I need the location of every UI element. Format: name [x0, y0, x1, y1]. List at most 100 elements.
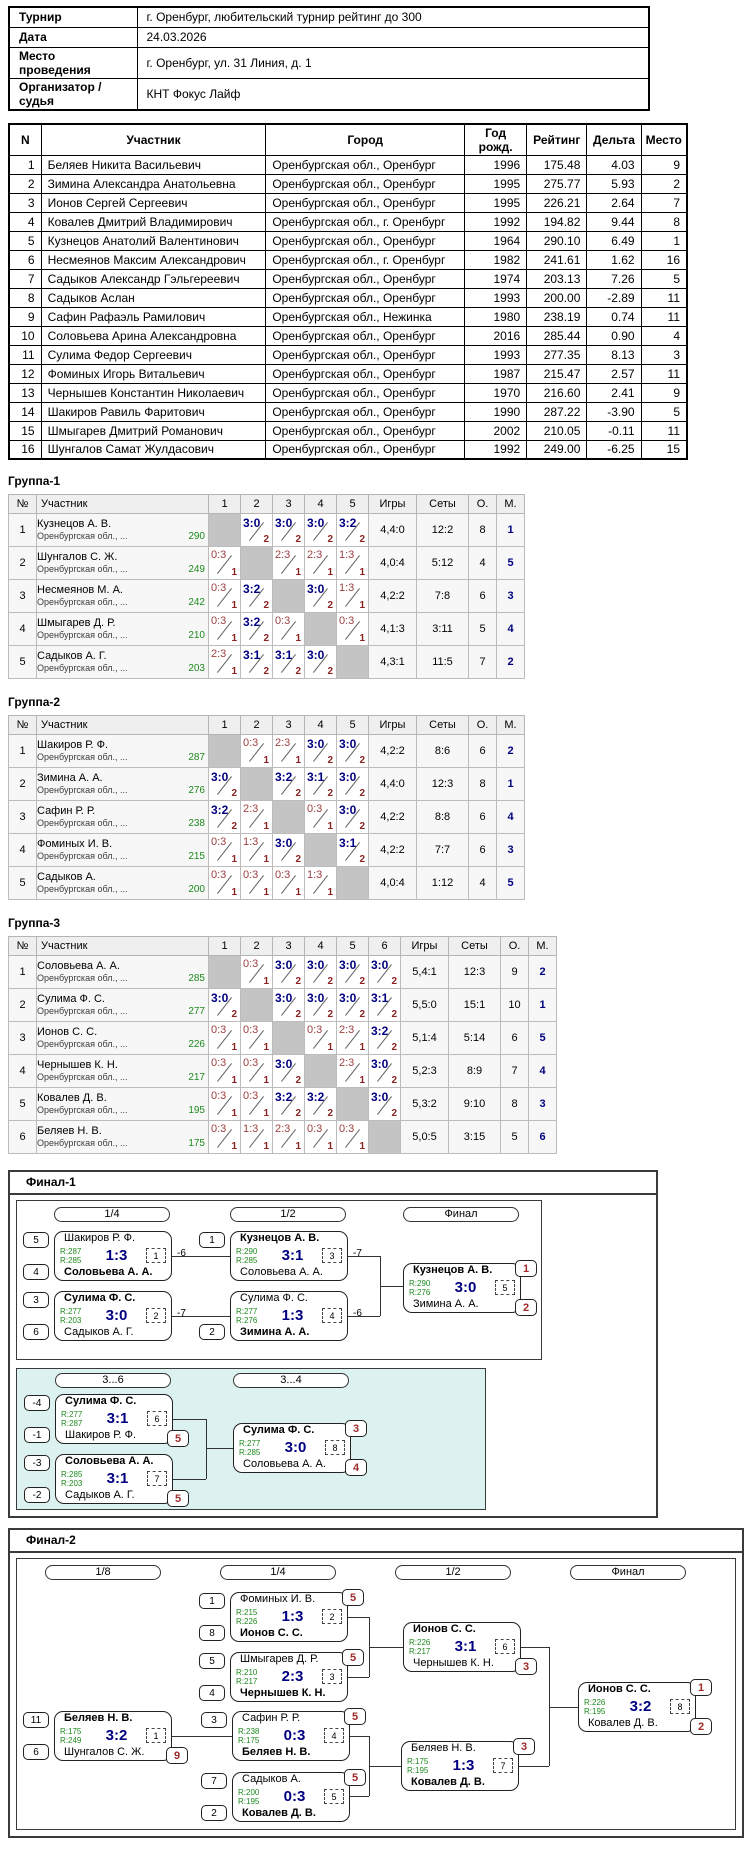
group-player-cell: Несмеянов М. А. Оренбургская обл., ... 242: [36, 579, 209, 613]
group-score-cell: 3:2 2: [304, 1087, 337, 1121]
place-badge: 5: [344, 1769, 366, 1786]
seed-box: 2: [201, 1805, 227, 1821]
match-score: 0:3: [211, 549, 227, 561]
participant-cell: 5: [8, 230, 42, 251]
participant-cell: Несмеянов Максим Александрович: [40, 249, 267, 270]
group-player-number: 2: [8, 546, 37, 580]
player1-name: Ионов С. С.: [588, 1683, 651, 1695]
participant-cell: 1995: [463, 173, 528, 194]
group-col-opponent: 4: [304, 494, 337, 514]
match-score: 0:3: [211, 615, 227, 627]
participant-cell: 2.64: [586, 192, 642, 213]
participant-row: 7 Садыков Александр Гэльгереевич Оренбургс…: [8, 268, 688, 289]
match-score: 3:0: [371, 1090, 389, 1104]
group-player-number: 1: [8, 734, 37, 768]
group-sets: 12:3: [416, 767, 469, 801]
participant-cell: Шмыгарев Дмитрий Романович: [40, 420, 267, 441]
group-score-cell: 3:1 2: [368, 988, 401, 1022]
match-number: 3: [322, 1248, 342, 1263]
final-2-body: 1/8 1/4 1/2 Финал Беляев Н. В. R:175 R:249 3:2 1…: [10, 1553, 742, 1836]
group-col-opponent: 5: [336, 936, 369, 956]
group-score-cell: 2:3 1: [336, 1054, 369, 1088]
match-card: Шакиров Р. Ф. R:287 R:285 1:3 1 Соловьева А. …: [54, 1231, 172, 1281]
bracket-connector: [549, 1707, 578, 1708]
group-player-rating: 242: [188, 597, 205, 608]
group-player-cell: Ионов С. С. Оренбургская обл., ... 226: [36, 1021, 209, 1055]
info-label-venue: Место проведения: [8, 46, 138, 79]
group-player-name: Шмыгарев Д. Р.: [37, 617, 116, 629]
participant-cell: Чернышев Константин Николаевич: [40, 382, 267, 403]
match-points: 1: [231, 666, 237, 677]
group-score-cell: 3:0 2: [336, 734, 369, 768]
group-games: 4,2:2: [368, 579, 417, 613]
group-games: 4,4:0: [368, 767, 417, 801]
round-label: 3...4: [233, 1373, 349, 1388]
player2-name: Беляев Н. В.: [242, 1746, 311, 1758]
seed-box: 7: [201, 1773, 227, 1789]
match-score: 0:3: [307, 1123, 323, 1135]
match-score: 2:3: [339, 1024, 355, 1036]
participant-cell: Оренбургская обл., Оренбург: [265, 363, 465, 384]
group-score-cell: 0:3 1: [208, 833, 241, 867]
final-1-section: Финал-1 1/4 1/2 Финал Шакиров Р. Ф. R:287 R:2…: [8, 1170, 658, 1518]
rating-delta: -6: [353, 1308, 362, 1319]
round-label: 1/2: [395, 1565, 511, 1580]
group-place: 1: [496, 513, 525, 547]
participant-cell: Оренбургская обл., Оренбург: [265, 325, 465, 346]
seed-box: 1: [199, 1232, 225, 1248]
player2-rating: R:203: [61, 1478, 83, 1488]
group-score-cell: 3:2 2: [208, 800, 241, 834]
group-score-total: 8: [468, 513, 497, 547]
group-games: 4,2:2: [368, 734, 417, 768]
match-number: 2: [146, 1308, 166, 1323]
group-games: 4,0:4: [368, 546, 417, 580]
participant-cell: 12: [8, 363, 42, 384]
group-score-cell: 3:0 2: [336, 988, 369, 1022]
group-col-opponent: 1: [208, 936, 241, 956]
match-points: 1: [295, 633, 301, 644]
group-place: 3: [496, 579, 525, 613]
group-player-rating: 203: [188, 663, 205, 674]
group-row: 1 Кузнецов А. В. Оренбургская обл., ... 290…: [8, 513, 525, 547]
group-sets: 9:10: [448, 1087, 501, 1121]
group-self-cell: [208, 955, 241, 989]
match-middle: R:277 R:203 3:0 2: [55, 1305, 171, 1326]
group-score-cell: 3:2 2: [368, 1021, 401, 1055]
participant-cell: Оренбургская обл., Оренбург: [265, 344, 465, 365]
ratings-column: R:277 R:285: [234, 1439, 266, 1457]
participant-cell: 241.61: [526, 249, 588, 270]
player2-name: Ковалев Д. В.: [242, 1807, 316, 1819]
bracket-connector: [348, 1677, 369, 1678]
participant-cell: Оренбургская обл., Оренбург: [265, 268, 465, 289]
player2-name: Зимина А. А.: [240, 1326, 310, 1338]
final-1-title: Финал-1: [10, 1172, 656, 1195]
match-points: 1: [327, 821, 333, 832]
seed-box: 4: [199, 1685, 225, 1701]
group-score-cell: 3:1 2: [304, 767, 337, 801]
participant-cell: 9: [8, 306, 42, 327]
group-player-name: Шунгалов С. Ж.: [37, 551, 118, 563]
match-score: 3:1: [106, 1469, 129, 1487]
match-score: 2:3: [281, 1667, 304, 1685]
col-header-n: N: [8, 123, 42, 156]
group-col-opponent: 6: [368, 936, 401, 956]
bracket-connector: [348, 1256, 380, 1257]
group-score-cell: 0:3 1: [240, 734, 273, 768]
group-sets: 11:5: [416, 645, 469, 679]
match-middle: R:290 R:285 3:1 3: [231, 1245, 347, 1266]
match-score: 3:1: [106, 1409, 129, 1427]
group-games: 5,2:3: [400, 1054, 449, 1088]
participant-cell: Оренбургская обл., Оренбург: [265, 192, 465, 213]
match-middle: R:215 R:226 1:3 2: [231, 1606, 347, 1627]
match-points: 1: [263, 854, 269, 865]
match-score: 0:3: [243, 1090, 259, 1102]
tournament-info-table: Турнир г. Оренбург, любительский турнир …: [8, 6, 650, 111]
group-player-region: Оренбургская обл., ...: [37, 531, 128, 541]
match-points: 2: [359, 788, 365, 799]
group-row: 3 Ионов С. С. Оренбургская обл., ... 226 0:3…: [8, 1021, 557, 1055]
group-score-cell: 3:0 2: [304, 645, 337, 679]
bracket-connector: [348, 1617, 369, 1618]
info-value-organizer: КНТ Фокус Лайф: [136, 77, 650, 110]
match-card: Кузнецов А. В. R:290 R:285 3:1 3 Соловьева А.…: [230, 1231, 348, 1281]
group-player-region: Оренбургская обл., ...: [37, 752, 128, 762]
